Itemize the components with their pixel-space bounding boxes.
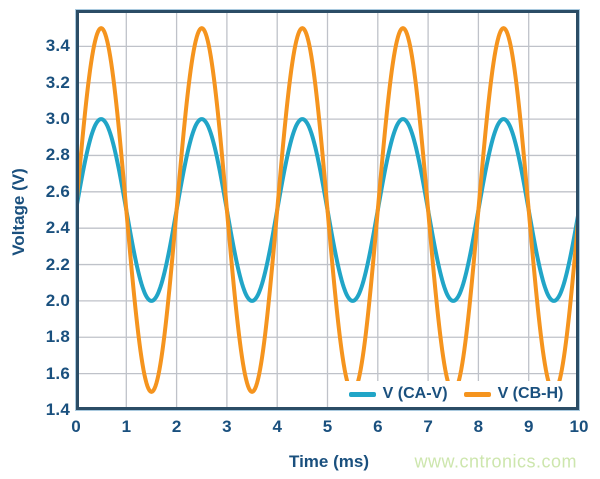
legend-item-cb-h: V (CB-H) [463,385,564,403]
x-tick-label: 3 [222,417,232,436]
y-tick-label: 3.0 [45,109,70,129]
x-axis-tick-labels: 0 1 2 3 4 5 6 7 8 9 10 [0,417,600,441]
legend-label-ca-v: V (CA-V) [382,385,448,402]
plot-area [76,10,579,410]
x-tick-label: 8 [473,417,484,436]
x-axis-title: Time (ms) [289,452,369,471]
x-tick-label: 1 [121,417,132,436]
cyan-line-swatch-icon [348,391,376,397]
y-tick-label: 1.6 [45,363,70,383]
y-tick-label: 3.2 [45,72,70,92]
x-tick-label: 10 [569,417,589,436]
legend-label-cb-h: V (CB-H) [497,385,564,402]
x-tick-label: 7 [423,417,433,436]
x-tick-label: 5 [322,417,333,436]
y-tick-label: 2.2 [45,254,70,274]
y-tick-label: 1.4 [45,400,70,419]
x-tick-label: 4 [272,417,282,436]
orange-line-swatch-icon [463,391,491,397]
x-tick-label: 6 [373,417,383,436]
x-tick-label: 9 [523,417,534,436]
y-tick-label: 2.4 [45,218,70,238]
legend-item-ca-v: V (CA-V) [348,385,448,403]
y-tick-label: 2.6 [45,181,70,201]
y-tick-label: 2.0 [45,290,70,310]
legend: V (CA-V) V (CB-H) [336,381,576,407]
watermark-text: www.cntronics.com [414,451,577,472]
x-tick-label: 0 [71,417,81,436]
y-tick-label: 1.8 [45,327,70,347]
y-axis-tick-labels: 1.4 1.6 1.8 2.0 2.2 2.4 2.6 2.8 3.0 3.2 3.4 [0,0,76,479]
y-tick-label: 3.4 [45,36,70,56]
waveform-plot-svg [76,10,579,410]
x-tick-label: 2 [171,417,182,436]
y-tick-label: 2.8 [45,145,70,165]
